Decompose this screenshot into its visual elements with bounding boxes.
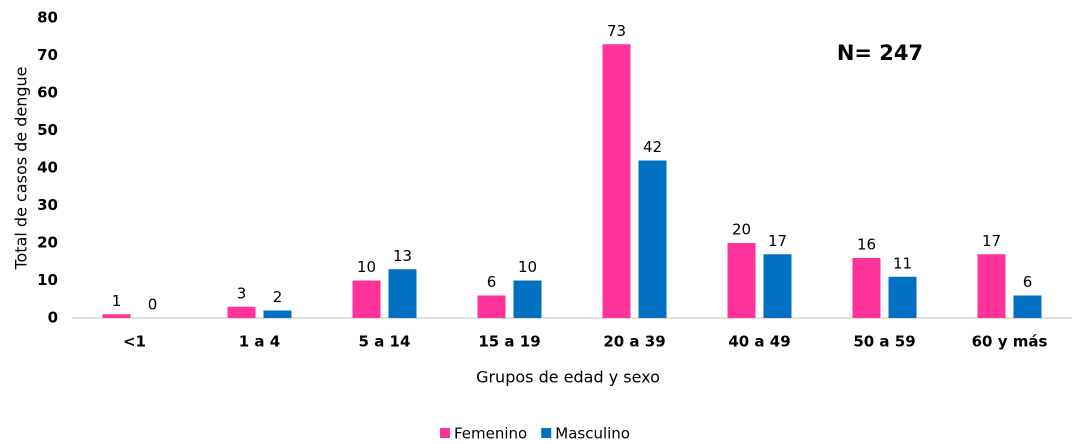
data-label: 1: [112, 292, 122, 310]
data-label: 73: [607, 22, 626, 40]
y-tick-label: 0: [48, 309, 58, 327]
data-label: 11: [893, 254, 912, 272]
bar: [227, 306, 256, 318]
bar: [727, 243, 756, 318]
y-tick-label: 20: [37, 234, 58, 252]
y-tick-label: 60: [37, 84, 58, 102]
data-label: 17: [768, 232, 787, 250]
bar: [352, 280, 381, 318]
data-label: 17: [982, 232, 1001, 250]
bar: [852, 258, 881, 318]
y-tick-label: 70: [37, 46, 58, 64]
bar: [102, 314, 131, 318]
x-tick-label: 60 y más: [972, 333, 1048, 351]
y-tick-label: 50: [37, 121, 58, 139]
y-tick-label: 40: [37, 159, 58, 177]
data-label: 16: [857, 236, 876, 254]
bar: [602, 44, 631, 318]
x-tick-label: 20 a 39: [603, 333, 665, 351]
data-label: 42: [643, 138, 662, 156]
bar: [263, 310, 292, 318]
data-label: 13: [393, 247, 412, 265]
bar: [388, 269, 417, 318]
x-tick-label: 5 a 14: [359, 333, 411, 351]
legend-label: Masculino: [555, 425, 630, 443]
x-tick-label: 15 a 19: [478, 333, 540, 351]
data-label: 20: [732, 221, 751, 239]
data-label: 2: [273, 288, 283, 306]
data-label: 10: [518, 258, 537, 276]
bar: [763, 254, 792, 318]
legend-swatch: [440, 428, 450, 438]
x-axis-title: Grupos de edad y sexo: [476, 368, 660, 387]
data-label: 10: [357, 258, 376, 276]
legend-label: Femenino: [454, 425, 527, 443]
y-tick-label: 10: [37, 271, 58, 289]
x-tick-label: <1: [123, 333, 146, 351]
bar: [977, 254, 1006, 318]
bar: [888, 276, 917, 318]
legend-swatch: [541, 428, 552, 438]
x-tick-label: 50 a 59: [853, 333, 915, 351]
x-tick-label: 1 a 4: [239, 333, 280, 351]
y-tick-label: 80: [37, 9, 58, 27]
x-tick-label: 40 a 49: [728, 333, 790, 351]
annotation: N= 247: [837, 41, 923, 65]
y-tick-label: 30: [37, 196, 58, 214]
data-label: 6: [487, 273, 497, 291]
y-axis-title: Total de casos de dengue: [12, 66, 31, 270]
bar: [477, 295, 506, 318]
bar: [513, 280, 542, 318]
bar: [1013, 295, 1042, 318]
data-label: 3: [237, 284, 247, 302]
data-label: 0: [148, 296, 158, 314]
bar: [638, 160, 667, 318]
data-label: 6: [1023, 273, 1033, 291]
